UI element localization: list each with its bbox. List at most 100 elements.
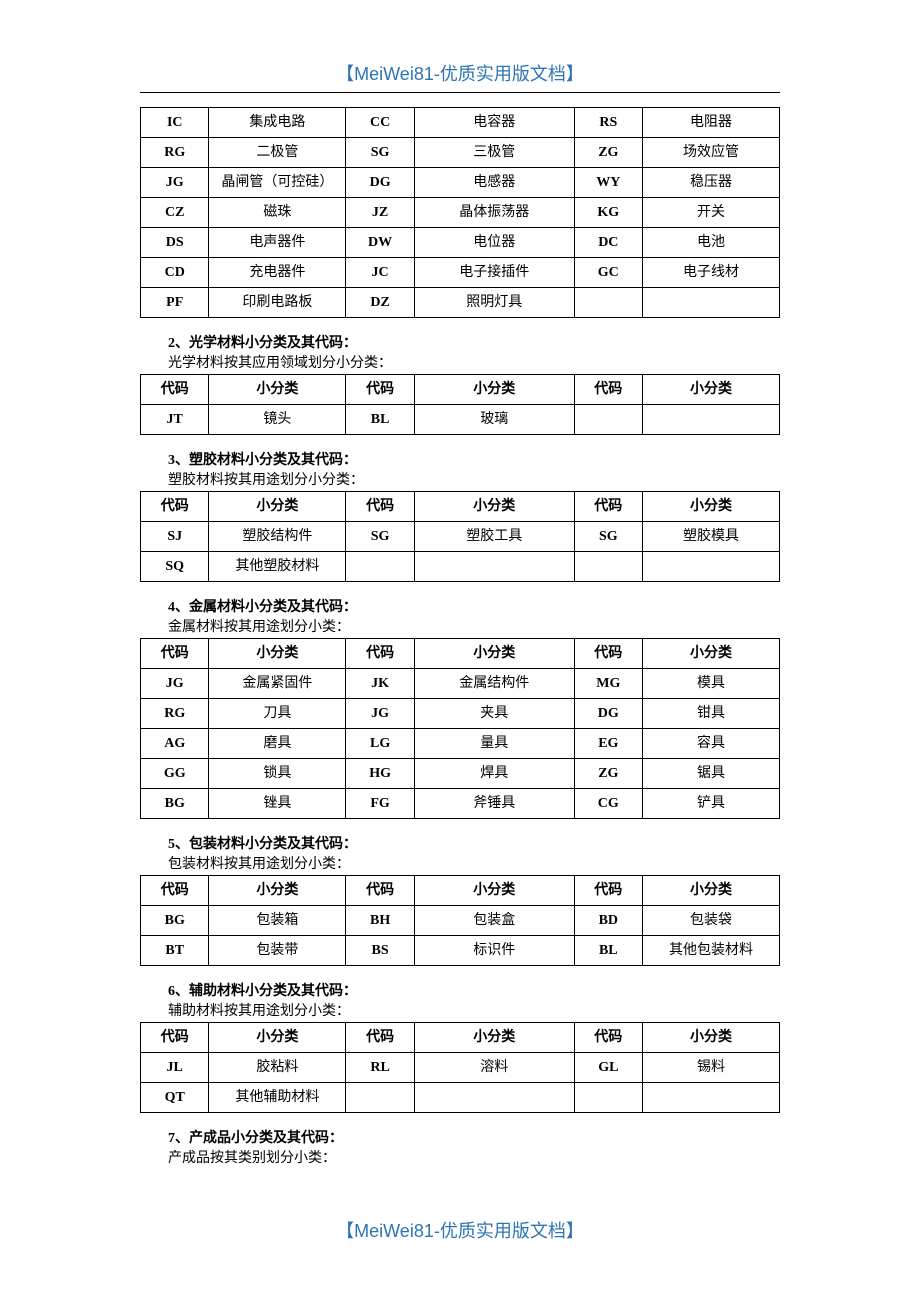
table-header-row: 代码小分类代码小分类代码小分类 — [141, 639, 780, 669]
header-category: 小分类 — [643, 639, 780, 669]
header-category: 小分类 — [414, 492, 574, 522]
code-cell: GG — [141, 759, 209, 789]
table-row: RG刀具JG夹具DG钳具 — [141, 699, 780, 729]
header-code: 代码 — [346, 639, 414, 669]
category-cell: 夹具 — [414, 699, 574, 729]
category-table: 代码小分类代码小分类代码小分类JL胶粘料RL溶料GL锡料QT其他辅助材料 — [140, 1022, 780, 1113]
table-row: BT包装带BS标识件BL其他包装材料 — [141, 936, 780, 966]
code-cell: CC — [346, 108, 414, 138]
category-cell: 模具 — [643, 669, 780, 699]
category-cell: 锡料 — [643, 1053, 780, 1083]
code-cell: BL — [574, 936, 642, 966]
code-cell: MG — [574, 669, 642, 699]
category-cell: 胶粘料 — [209, 1053, 346, 1083]
category-table: 代码小分类代码小分类代码小分类JT镜头BL玻璃 — [140, 374, 780, 435]
code-cell: JT — [141, 405, 209, 435]
section-desc: 辅助材料按其用途划分小类： — [140, 1000, 780, 1020]
table-row: SQ其他塑胶材料 — [141, 552, 780, 582]
category-cell: 晶体振荡器 — [414, 198, 574, 228]
category-cell: 镜头 — [209, 405, 346, 435]
table-row: GG锁具HG焊具ZG锯具 — [141, 759, 780, 789]
header-category: 小分类 — [209, 375, 346, 405]
header-category: 小分类 — [414, 639, 574, 669]
table-row: DS电声器件DW电位器DC电池 — [141, 228, 780, 258]
category-cell: 容具 — [643, 729, 780, 759]
code-cell: ZG — [574, 138, 642, 168]
code-cell: DG — [574, 699, 642, 729]
section: 5、包装材料小分类及其代码：包装材料按其用途划分小类：代码小分类代码小分类代码小… — [140, 833, 780, 966]
category-table: IC集成电路CC电容器RS电阻器RG二极管SG三极管ZG场效应管JG晶闸管（可控… — [140, 107, 780, 318]
category-cell: 包装带 — [209, 936, 346, 966]
section: 6、辅助材料小分类及其代码：辅助材料按其用途划分小类：代码小分类代码小分类代码小… — [140, 980, 780, 1113]
section-desc: 金属材料按其用途划分小类： — [140, 616, 780, 636]
category-cell: 印刷电路板 — [209, 288, 346, 318]
category-cell: 电位器 — [414, 228, 574, 258]
category-table: 代码小分类代码小分类代码小分类BG包装箱BH包装盒BD包装袋BT包装带BS标识件… — [140, 875, 780, 966]
header-code: 代码 — [574, 876, 642, 906]
header-code: 代码 — [574, 639, 642, 669]
section-desc: 包装材料按其用途划分小类： — [140, 853, 780, 873]
table-row: QT其他辅助材料 — [141, 1083, 780, 1113]
category-cell: 照明灯具 — [414, 288, 574, 318]
table-row: JL胶粘料RL溶料GL锡料 — [141, 1053, 780, 1083]
code-cell: BG — [141, 906, 209, 936]
code-cell: JK — [346, 669, 414, 699]
category-cell: 开关 — [643, 198, 780, 228]
code-cell: BS — [346, 936, 414, 966]
category-cell — [414, 552, 574, 582]
category-cell: 包装袋 — [643, 906, 780, 936]
category-cell: 锉具 — [209, 789, 346, 819]
code-cell: RL — [346, 1053, 414, 1083]
code-cell: SQ — [141, 552, 209, 582]
code-cell: BH — [346, 906, 414, 936]
category-cell: 量具 — [414, 729, 574, 759]
section: 2、光学材料小分类及其代码：光学材料按其应用领域划分小分类：代码小分类代码小分类… — [140, 332, 780, 435]
code-cell: JC — [346, 258, 414, 288]
code-cell: JG — [346, 699, 414, 729]
section: 4、金属材料小分类及其代码：金属材料按其用途划分小类：代码小分类代码小分类代码小… — [140, 596, 780, 819]
table-row: IC集成电路CC电容器RS电阻器 — [141, 108, 780, 138]
header-category: 小分类 — [643, 492, 780, 522]
code-cell: DG — [346, 168, 414, 198]
category-cell: 充电器件 — [209, 258, 346, 288]
header-category: 小分类 — [209, 492, 346, 522]
category-cell: 塑胶结构件 — [209, 522, 346, 552]
category-cell: 包装箱 — [209, 906, 346, 936]
category-cell: 金属结构件 — [414, 669, 574, 699]
code-cell: IC — [141, 108, 209, 138]
category-cell: 钳具 — [643, 699, 780, 729]
category-cell: 铲具 — [643, 789, 780, 819]
document-content: IC集成电路CC电容器RS电阻器RG二极管SG三极管ZG场效应管JG晶闸管（可控… — [140, 107, 780, 1167]
header-code: 代码 — [346, 876, 414, 906]
section-title: 7、产成品小分类及其代码： — [140, 1127, 780, 1147]
table-row: SJ塑胶结构件SG塑胶工具SG塑胶模具 — [141, 522, 780, 552]
category-cell: 磁珠 — [209, 198, 346, 228]
code-cell: BG — [141, 789, 209, 819]
category-cell — [643, 405, 780, 435]
code-cell: PF — [141, 288, 209, 318]
code-cell: CG — [574, 789, 642, 819]
section-desc: 塑胶材料按其用途划分小分类： — [140, 469, 780, 489]
code-cell: JZ — [346, 198, 414, 228]
header-category: 小分类 — [643, 1023, 780, 1053]
code-cell: GC — [574, 258, 642, 288]
header-code: 代码 — [574, 1023, 642, 1053]
code-cell: RS — [574, 108, 642, 138]
header-code: 代码 — [346, 1023, 414, 1053]
code-cell: BL — [346, 405, 414, 435]
category-cell: 场效应管 — [643, 138, 780, 168]
code-cell: SJ — [141, 522, 209, 552]
header-category: 小分类 — [209, 1023, 346, 1053]
code-cell — [574, 552, 642, 582]
category-cell: 锯具 — [643, 759, 780, 789]
category-cell: 电池 — [643, 228, 780, 258]
code-cell: KG — [574, 198, 642, 228]
table-header-row: 代码小分类代码小分类代码小分类 — [141, 1023, 780, 1053]
section-title: 2、光学材料小分类及其代码： — [140, 332, 780, 352]
section: 3、塑胶材料小分类及其代码：塑胶材料按其用途划分小分类：代码小分类代码小分类代码… — [140, 449, 780, 582]
code-cell: CZ — [141, 198, 209, 228]
table-header-row: 代码小分类代码小分类代码小分类 — [141, 876, 780, 906]
section-title: 5、包装材料小分类及其代码： — [140, 833, 780, 853]
category-cell: 焊具 — [414, 759, 574, 789]
category-cell: 电阻器 — [643, 108, 780, 138]
